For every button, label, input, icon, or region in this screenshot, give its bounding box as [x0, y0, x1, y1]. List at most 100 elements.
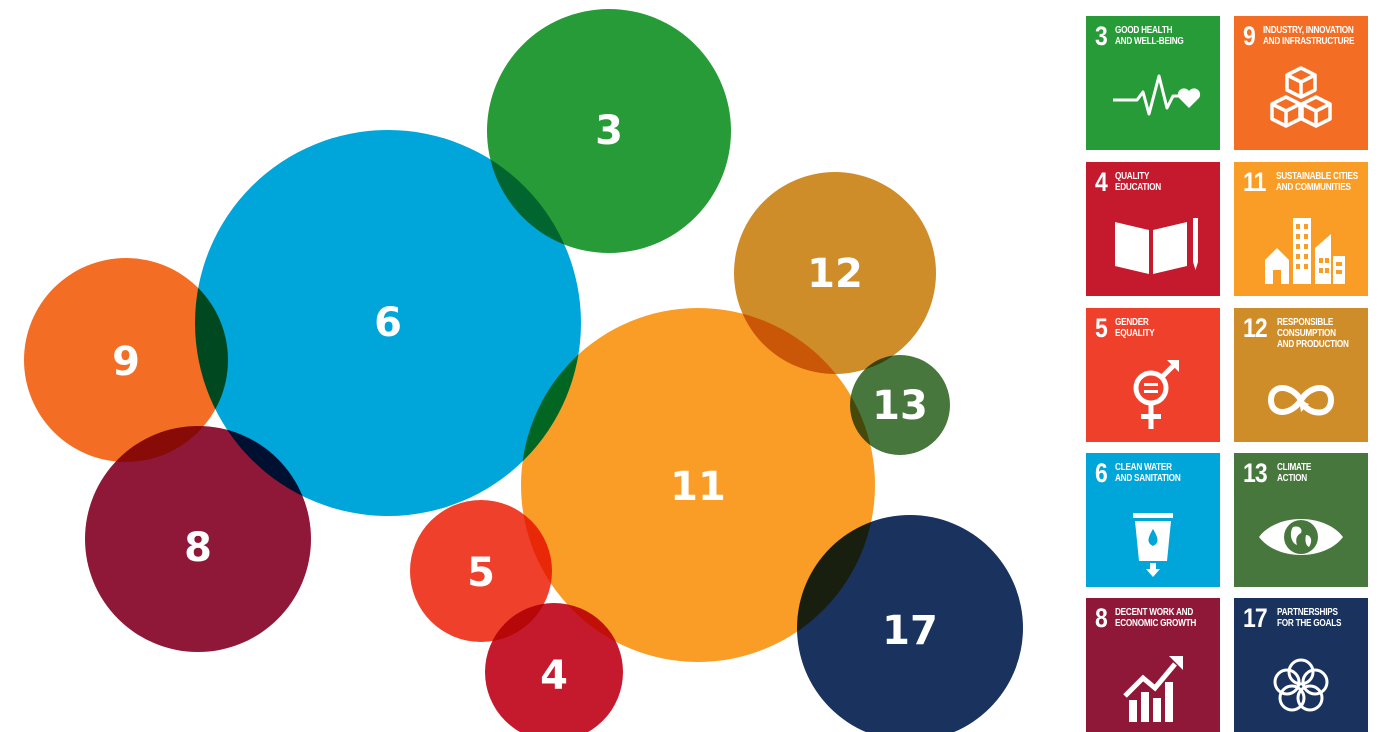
bubble-12-label: 12 [807, 251, 863, 297]
bubble-8: 8 [85, 426, 311, 652]
bubble-5-label: 5 [467, 550, 495, 596]
tile-title-line: AND WELL-BEING [1115, 36, 1184, 47]
bubble-13-label: 13 [872, 383, 928, 429]
tile-title-line: FOR THE GOALS [1277, 618, 1342, 629]
bubble-11-label: 11 [670, 464, 726, 510]
tile-title: GENDER EQUALITY [1115, 316, 1155, 339]
bubble-3-label: 3 [595, 108, 623, 154]
tile-title: INDUSTRY, INNOVATION AND INFRASTRUCTURE [1263, 24, 1354, 47]
tile-number: 8 [1095, 603, 1108, 633]
gender-equality-icon [1086, 354, 1220, 442]
bubble-chart: 3 6 9 8 12 11 13 5 [24, 9, 1023, 732]
tile-title: CLIMATE ACTION [1277, 461, 1311, 484]
bubble-9: 9 [24, 258, 228, 462]
sdg-tile-9: 9 INDUSTRY, INNOVATION AND INFRASTRUCTUR… [1234, 16, 1368, 150]
tile-header: 8 DECENT WORK AND ECONOMIC GROWTH [1095, 603, 1214, 633]
bubble-17-label: 17 [882, 608, 938, 654]
bubble-12-circle [734, 172, 936, 374]
sdg-tile-11: 11 SUSTAINABLE CITIES AND COMMUNITIES [1234, 162, 1368, 296]
cubes-icon [1234, 62, 1368, 150]
partnership-rings-icon [1234, 644, 1368, 732]
tile-title-line: RESPONSIBLE [1277, 317, 1334, 328]
tile-title-line: ECONOMIC GROWTH [1115, 618, 1197, 629]
tile-title-line: INDUSTRY, INNOVATION [1263, 25, 1354, 36]
sdg-tile-6: 6 CLEAN WATER AND SANITATION [1086, 453, 1220, 587]
tile-number: 6 [1095, 458, 1108, 488]
bubble-5: 5 [410, 500, 552, 642]
tile-title: PARTNERSHIPS FOR THE GOALS [1277, 606, 1341, 629]
tile-title-line: EDUCATION [1115, 182, 1161, 193]
tile-title-line: AND SANITATION [1115, 473, 1181, 484]
tile-title-line: AND PRODUCTION [1277, 339, 1349, 350]
tile-header: 3 GOOD HEALTH AND WELL-BEING [1095, 21, 1214, 51]
bubble-12: 12 [734, 172, 936, 374]
bubble-13: 13 [850, 355, 950, 455]
bubble-6-circle [195, 130, 581, 516]
tile-title-line: CLIMATE [1277, 462, 1312, 473]
bubble-4-circle [485, 603, 623, 732]
sdg-tile-5: 5 GENDER EQUALITY [1086, 308, 1220, 442]
bubble-8-circle [85, 426, 311, 652]
infinity-loop-icon [1234, 354, 1368, 442]
tile-title-line: ACTION [1277, 473, 1308, 484]
sdg-tile-12: 12 RESPONSIBLE CONSUMPTION AND PRODUCTIO… [1234, 308, 1368, 442]
tile-number: 13 [1243, 458, 1268, 488]
tile-header: 6 CLEAN WATER AND SANITATION [1095, 458, 1214, 488]
bubble-8-label: 8 [184, 525, 212, 571]
bubble-6-label: 6 [374, 300, 402, 346]
tile-header: 12 RESPONSIBLE CONSUMPTION AND PRODUCTIO… [1243, 313, 1362, 351]
tile-title: RESPONSIBLE CONSUMPTION AND PRODUCTION [1277, 316, 1349, 350]
sdg-tile-13: 13 CLIMATE ACTION [1234, 453, 1368, 587]
sdg-tile-8: 8 DECENT WORK AND ECONOMIC GROWTH [1086, 598, 1220, 732]
tile-title-line: QUALITY [1115, 171, 1150, 182]
tile-title: SUSTAINABLE CITIES AND COMMUNITIES [1276, 170, 1358, 193]
tile-number: 11 [1243, 167, 1266, 197]
book-pencil-icon [1086, 208, 1220, 296]
sdg-tile-3: 3 GOOD HEALTH AND WELL-BEING [1086, 16, 1220, 150]
tile-header: 5 GENDER EQUALITY [1095, 313, 1214, 343]
tile-header: 11 SUSTAINABLE CITIES AND COMMUNITIES [1243, 167, 1362, 197]
tile-header: 17 PARTNERSHIPS FOR THE GOALS [1243, 605, 1362, 632]
bubble-5-circle [410, 500, 552, 642]
tile-title-line: CLEAN WATER [1115, 462, 1172, 473]
sdg-tile-17: 17 PARTNERSHIPS FOR THE GOALS [1234, 598, 1368, 732]
tile-header: 9 INDUSTRY, INNOVATION AND INFRASTRUCTUR… [1243, 21, 1362, 51]
tile-title-line: AND INFRASTRUCTURE [1263, 36, 1355, 47]
tile-number: 4 [1095, 167, 1108, 197]
tile-title-line: SUSTAINABLE CITIES [1275, 171, 1358, 182]
earth-eye-icon [1234, 499, 1368, 587]
sdg-tile-4: 4 QUALITY EDUCATION [1086, 162, 1220, 296]
bubble-3: 3 [487, 9, 731, 253]
tile-title-line: GENDER [1115, 317, 1149, 328]
bubble-11-circle [521, 308, 875, 662]
tile-header: 4 QUALITY EDUCATION [1095, 167, 1214, 197]
tile-title: GOOD HEALTH AND WELL-BEING [1115, 24, 1184, 47]
growth-chart-icon [1086, 644, 1220, 732]
tile-title: DECENT WORK AND ECONOMIC GROWTH [1115, 606, 1196, 629]
tile-number: 3 [1095, 21, 1108, 51]
bubble-9-circle [24, 258, 228, 462]
city-icon [1234, 208, 1368, 296]
bubble-6: 6 [195, 130, 581, 516]
sdg-bubble-cluster: 3 6 9 8 12 11 13 5 [24, 9, 1023, 732]
tile-title-line: AND COMMUNITIES [1275, 182, 1351, 193]
tile-number: 5 [1095, 313, 1108, 343]
tile-title: CLEAN WATER AND SANITATION [1115, 461, 1181, 484]
tile-number: 9 [1243, 21, 1256, 51]
bubble-4: 4 [485, 603, 623, 732]
tile-title-line: EQUALITY [1115, 328, 1155, 339]
tile-header: 13 CLIMATE ACTION [1243, 458, 1362, 488]
bubble-3-circle [487, 9, 731, 253]
tile-title-line: DECENT WORK AND [1115, 607, 1194, 618]
tile-title-line: CONSUMPTION [1277, 328, 1336, 339]
bubble-11: 11 [521, 308, 875, 662]
water-glass-icon [1086, 499, 1220, 587]
bubble-17: 17 [797, 515, 1023, 732]
heartbeat-icon [1086, 62, 1220, 150]
tile-title-line: PARTNERSHIPS [1277, 607, 1338, 618]
tile-title: QUALITY EDUCATION [1115, 170, 1161, 193]
tile-number: 12 [1243, 313, 1268, 343]
tile-title-line: GOOD HEALTH [1115, 25, 1173, 36]
bubble-13-circle [850, 355, 950, 455]
bubble-4-label: 4 [540, 653, 568, 699]
